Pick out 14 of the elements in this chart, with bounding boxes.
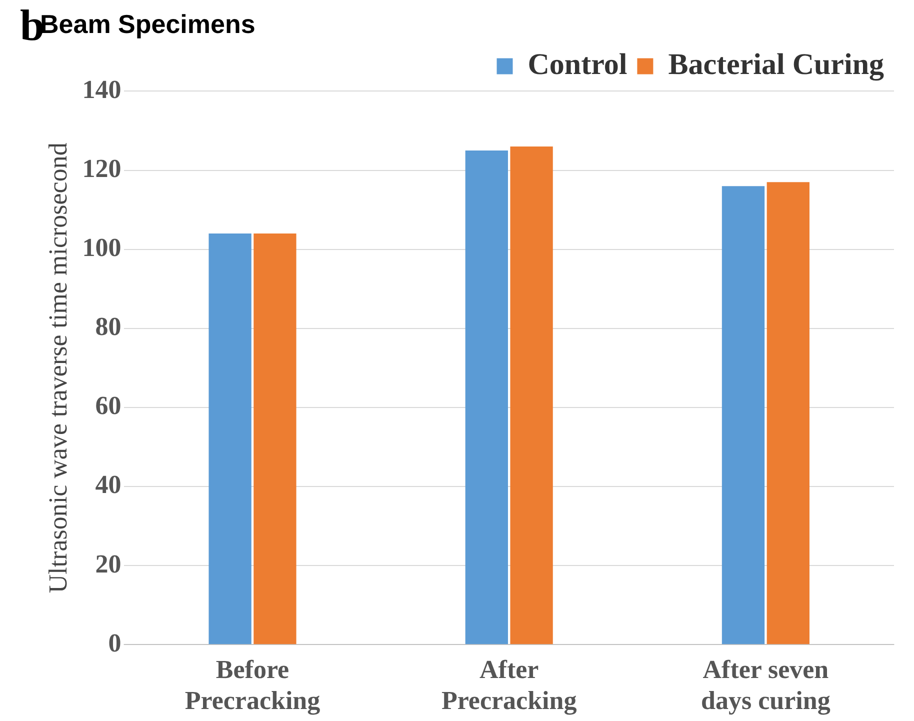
y-axis-title: Ultrasonic wave traverse time microsecond bbox=[43, 142, 72, 594]
y-tick-label: 100 bbox=[82, 233, 122, 262]
legend-label: Control bbox=[528, 48, 628, 81]
y-tick-label: 40 bbox=[95, 470, 122, 500]
legend-label: Bacterial Curing bbox=[668, 48, 884, 81]
x-tick-label: After Precracking bbox=[441, 654, 577, 716]
y-tick-label: 140 bbox=[82, 74, 122, 104]
x-tick-label: Before Precracking bbox=[184, 654, 320, 716]
y-tick-label: 60 bbox=[95, 391, 122, 420]
y-tick-label: 120 bbox=[82, 154, 122, 183]
y-tick-label: 0 bbox=[108, 628, 122, 658]
y-tick-label: 80 bbox=[95, 312, 122, 342]
y-tick-label: 20 bbox=[95, 549, 122, 578]
x-tick-label: After seven days curing bbox=[701, 654, 830, 716]
